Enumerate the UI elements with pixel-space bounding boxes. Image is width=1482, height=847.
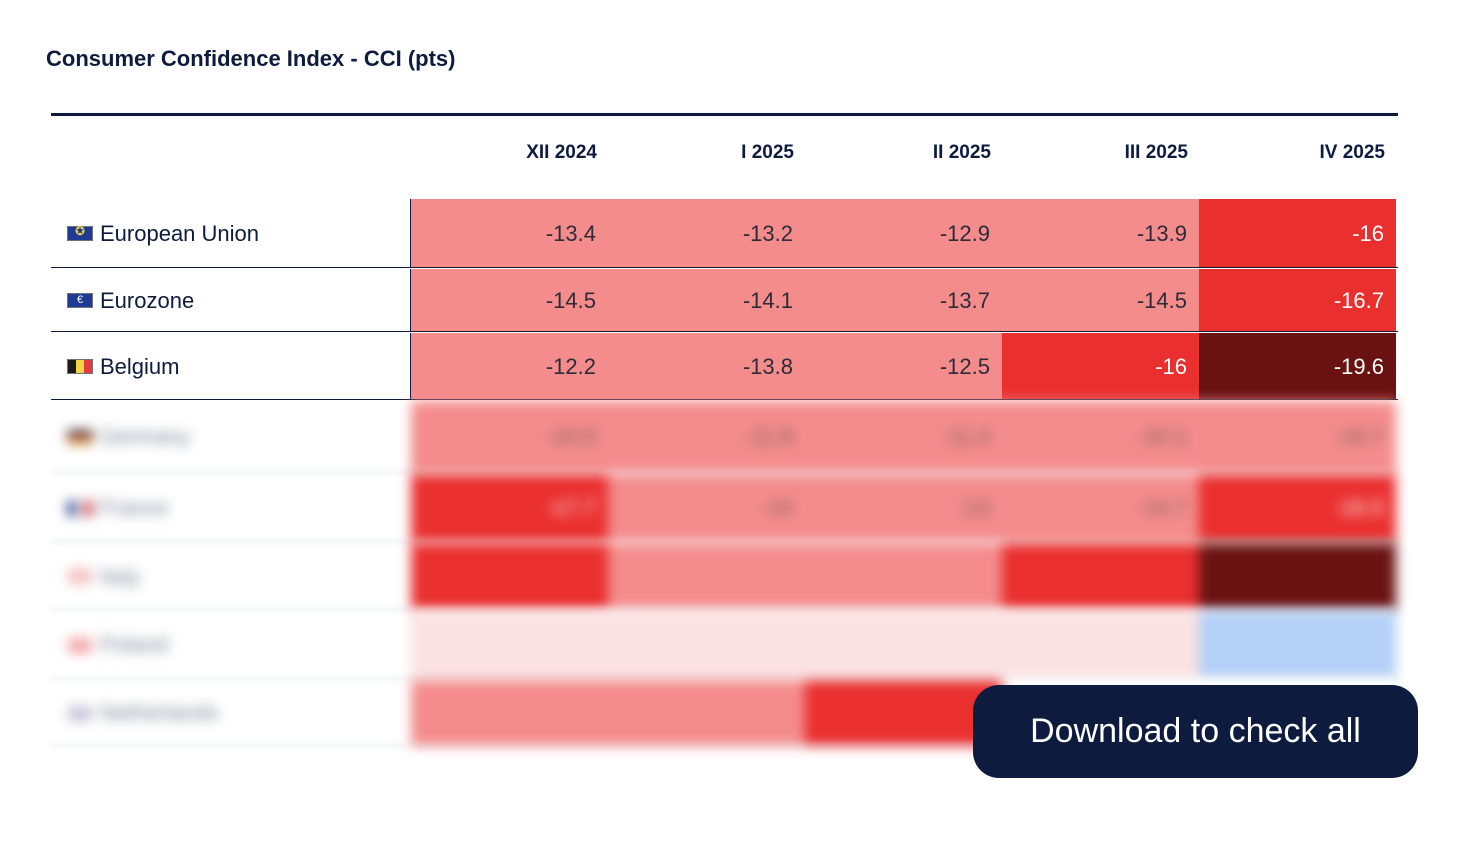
value-cell: -12.9 — [805, 199, 1002, 268]
france-flag-icon — [67, 500, 93, 516]
source-note — [51, 764, 131, 778]
country-label: € Eurozone — [51, 269, 410, 332]
row-divider — [51, 267, 1398, 268]
country-name: Germany — [100, 424, 191, 449]
value-cell — [1002, 611, 1199, 679]
country-name: European Union — [100, 220, 260, 246]
value-cell: -13.4 — [411, 199, 608, 268]
row-divider — [51, 745, 1398, 746]
country-label: France — [51, 474, 410, 542]
value-cell: -14.5 — [1002, 269, 1199, 332]
value-cell: -16 — [1199, 199, 1396, 268]
chart-title: Consumer Confidence Index - CCI (pts) — [46, 46, 456, 71]
netherlands-flag-icon — [67, 705, 93, 721]
table-row: Germany -10.5 -11.8 -11.4 -10.1 -10.7 — [51, 401, 1398, 473]
row-divider — [51, 678, 1398, 679]
value-cell: -13.7 — [805, 269, 1002, 332]
eu-flag-icon — [67, 224, 93, 241]
value-cell: -14.5 — [411, 269, 608, 332]
value-cell: -16 — [1002, 333, 1199, 400]
poland-flag-icon — [67, 637, 93, 653]
value-cell: -17.7 — [411, 474, 608, 542]
country-label: Italy — [51, 543, 410, 610]
value-cell — [1199, 611, 1396, 679]
value-cell — [1199, 543, 1396, 610]
table-row: European Union -13.4-13.2-12.9-13.9-16 — [51, 199, 1398, 268]
italy-flag-icon — [67, 569, 93, 584]
value-cell: -14.1 — [608, 269, 805, 332]
value-cell: -14 — [608, 474, 805, 542]
value-cell: -13.2 — [608, 199, 805, 268]
value-cell: -10.5 — [411, 401, 608, 473]
country-label: Belgium — [51, 333, 410, 400]
value-cell: -12.2 — [411, 333, 608, 400]
value-cell — [411, 543, 608, 610]
country-name: Eurozone — [100, 287, 195, 313]
value-cell — [805, 543, 1002, 610]
country-name: Netherlands — [100, 700, 219, 725]
value-cell: -13.8 — [608, 333, 805, 400]
value-cell — [411, 680, 608, 746]
country-name: France — [100, 495, 169, 520]
column-header: XII 2024 — [526, 142, 597, 163]
value-cell — [805, 680, 1002, 746]
value-cell — [608, 543, 805, 610]
row-divider — [51, 472, 1398, 473]
table-row: France -17.7 -14 -13 -14.7 -16.5 — [51, 474, 1398, 542]
country-name: Italy — [100, 563, 141, 589]
eurozone-flag-icon: € — [67, 293, 93, 308]
column-header: I 2025 — [741, 142, 794, 163]
column-header: III 2025 — [1124, 142, 1188, 163]
row-divider — [51, 399, 1398, 400]
value-cell: -10.1 — [1002, 401, 1199, 473]
table-row: Italy — [51, 543, 1398, 610]
belgium-flag-icon — [67, 359, 93, 374]
country-label: Poland — [51, 611, 410, 679]
value-cell — [608, 611, 805, 679]
value-cell: -12.5 — [805, 333, 1002, 400]
value-cell — [1002, 543, 1199, 610]
value-cell: -10.7 — [1199, 401, 1396, 473]
country-name: Poland — [100, 632, 169, 657]
country-label: Netherlands — [51, 680, 410, 746]
value-cell: -14.7 — [1002, 474, 1199, 542]
value-cell: -13 — [805, 474, 1002, 542]
row-divider — [51, 609, 1398, 610]
value-cell: -11.8 — [608, 401, 805, 473]
table-top-rule — [51, 113, 1398, 116]
value-cell — [805, 611, 1002, 679]
value-cell: -16.5 — [1199, 474, 1396, 542]
country-name: Belgium — [100, 353, 180, 379]
table-row: Belgium -12.2 -13.8 -12.5 -16 -19.6 — [51, 333, 1398, 400]
table-row: € Eurozone -14.5 -14.1 -13.7 -14.5 -16.7 — [51, 269, 1398, 332]
row-divider — [51, 541, 1398, 542]
table-row: Poland — [51, 611, 1398, 679]
row-divider — [51, 331, 1398, 332]
value-cell: -13.9 — [1002, 199, 1199, 268]
download-button[interactable]: Download to check all — [973, 685, 1418, 778]
column-header: IV 2025 — [1319, 142, 1386, 163]
value-cell: -19.6 — [1199, 333, 1396, 400]
country-label: Germany — [51, 401, 410, 473]
value-cell — [411, 611, 608, 679]
value-cell — [608, 680, 805, 746]
country-label: European Union — [51, 199, 410, 268]
value-cell: -11.4 — [805, 401, 1002, 473]
germany-flag-icon — [67, 429, 93, 445]
column-header: II 2025 — [932, 142, 991, 163]
value-cell: -16.7 — [1199, 269, 1396, 332]
